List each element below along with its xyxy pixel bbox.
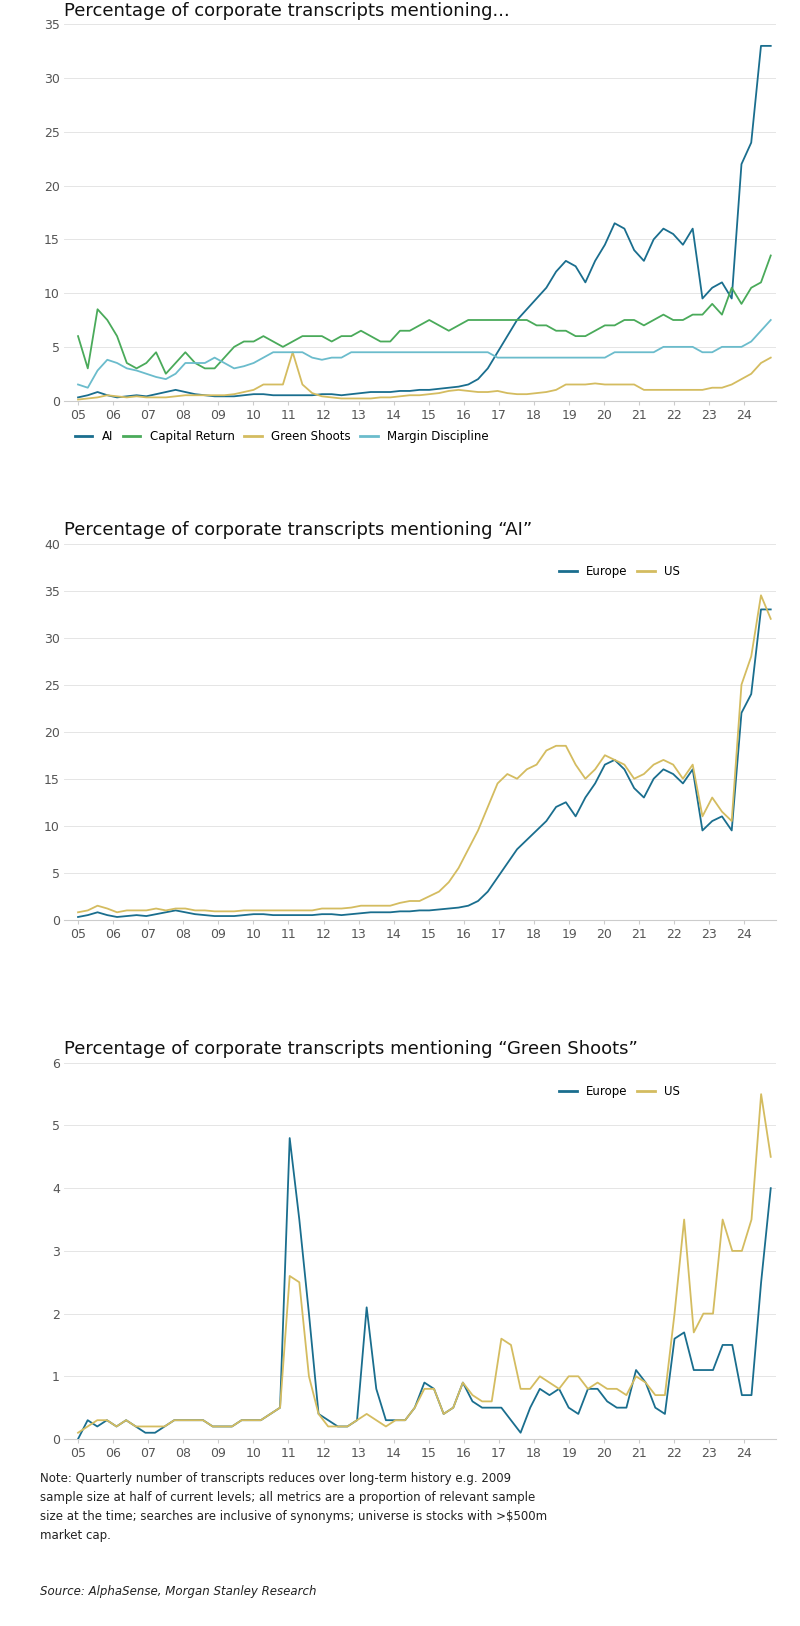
Text: Percentage of corporate transcripts mentioning “Green Shoots”: Percentage of corporate transcripts ment…: [64, 1041, 638, 1059]
Legend: Europe, US: Europe, US: [554, 1080, 685, 1102]
Text: Source: AlphaSense, Morgan Stanley Research: Source: AlphaSense, Morgan Stanley Resea…: [40, 1585, 317, 1598]
Text: Percentage of corporate transcripts mentioning...: Percentage of corporate transcripts ment…: [64, 2, 510, 20]
Text: Percentage of corporate transcripts mentioning “AI”: Percentage of corporate transcripts ment…: [64, 522, 532, 540]
Text: Note: Quarterly number of transcripts reduces over long-term history e.g. 2009
s: Note: Quarterly number of transcripts re…: [40, 1472, 547, 1541]
Legend: AI, Capital Return, Green Shoots, Margin Discipline: AI, Capital Return, Green Shoots, Margin…: [70, 424, 494, 447]
Legend: Europe, US: Europe, US: [554, 561, 685, 584]
